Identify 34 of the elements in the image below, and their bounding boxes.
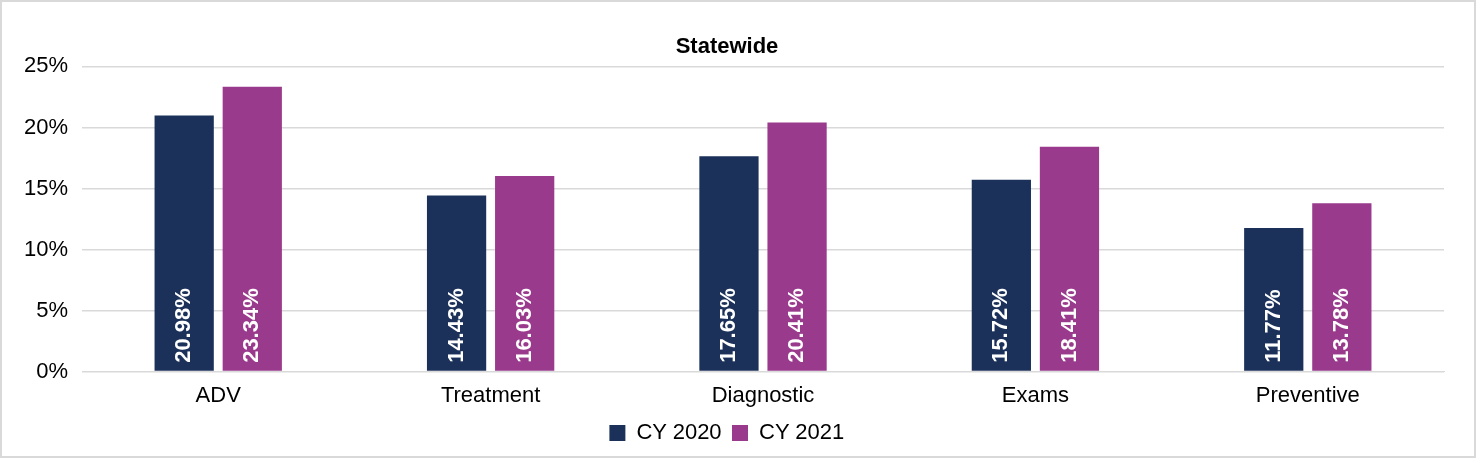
bar bbox=[1244, 227, 1304, 371]
legend-label: CY 2021 bbox=[759, 419, 845, 445]
data-label: 23.34% bbox=[238, 288, 264, 363]
data-label: 15.72% bbox=[987, 288, 1013, 363]
y-tick-label: 5% bbox=[36, 296, 69, 322]
legend-label: CY 2020 bbox=[636, 419, 722, 445]
bar bbox=[699, 156, 759, 371]
data-label: 11.77% bbox=[1259, 289, 1285, 363]
y-tick-label: 25% bbox=[23, 52, 69, 78]
data-label: 18.41% bbox=[1055, 288, 1081, 363]
x-tick-label: Diagnostic bbox=[711, 381, 815, 407]
bar bbox=[495, 175, 555, 371]
y-tick-label: 20% bbox=[23, 113, 69, 139]
data-label: 16.03% bbox=[510, 288, 536, 363]
data-label: 13.78% bbox=[1327, 288, 1353, 363]
y-tick-label: 0% bbox=[36, 357, 69, 383]
bar bbox=[767, 122, 827, 371]
bar bbox=[971, 179, 1031, 371]
x-tick-label: Exams bbox=[1001, 381, 1070, 407]
bar bbox=[154, 115, 214, 371]
y-tick-label: 10% bbox=[23, 235, 69, 261]
x-tick-label: Treatment bbox=[440, 381, 541, 407]
y-tick-label: 15% bbox=[23, 174, 69, 200]
bar bbox=[222, 86, 282, 371]
bar bbox=[1039, 146, 1100, 371]
data-label: 14.43% bbox=[442, 288, 468, 363]
x-tick-label: Preventive bbox=[1255, 381, 1360, 407]
data-label: 20.41% bbox=[783, 288, 809, 363]
x-tick-label: ADV bbox=[195, 381, 242, 407]
chart-title: Statewide bbox=[675, 33, 779, 59]
data-label: 20.98% bbox=[170, 288, 196, 363]
bar bbox=[426, 195, 487, 371]
bar bbox=[1312, 203, 1372, 371]
data-label: 17.65% bbox=[715, 288, 741, 363]
